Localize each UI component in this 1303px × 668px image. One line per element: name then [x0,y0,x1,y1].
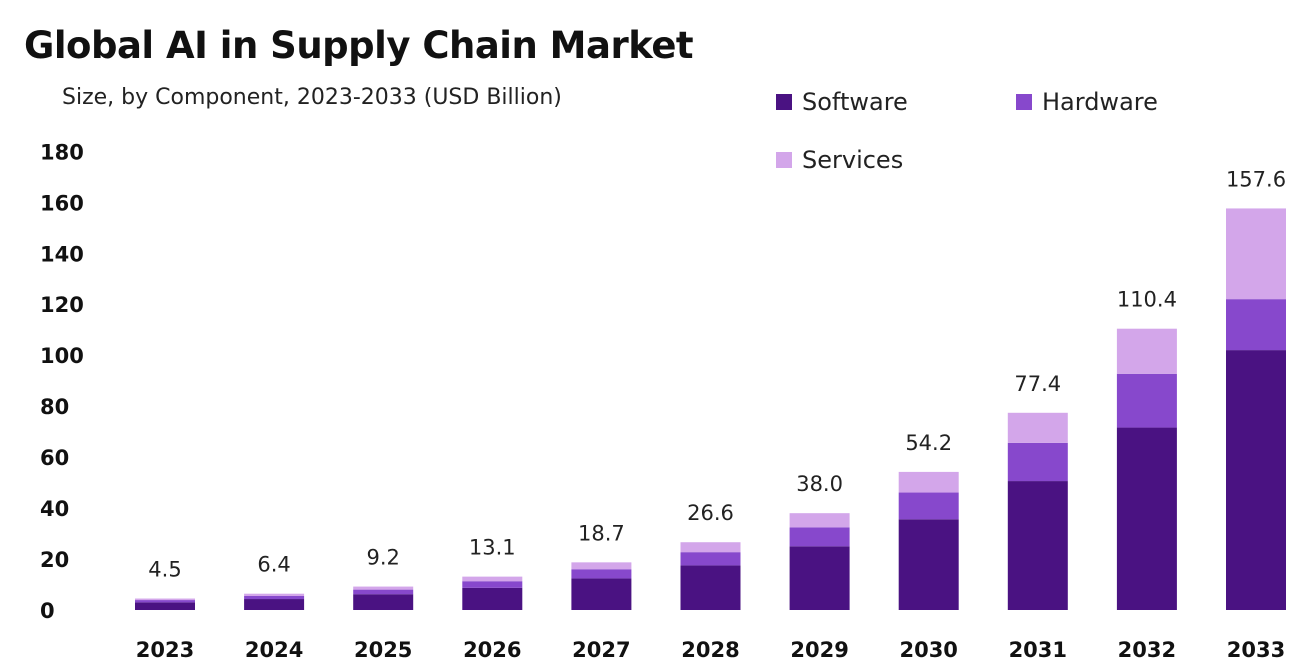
x-tick-label-2032: 2032 [1118,638,1176,662]
legend-label-software: Software [802,88,908,116]
bar-total-label-2024: 6.4 [257,553,290,577]
bar-services-2028 [680,542,741,553]
bar-software-2028 [680,565,741,610]
bar-hardware-2030 [898,492,959,520]
bar-software-2030 [898,519,959,610]
bar-total-label-2027: 18.7 [578,521,625,545]
x-tick-label-2025: 2025 [354,638,412,662]
bar-software-2029 [789,546,850,610]
y-tick-label-100: 100 [40,344,84,368]
legend-label-hardware: Hardware [1042,88,1158,116]
bar-total-label-2032: 110.4 [1117,288,1177,312]
chart-title: Global AI in Supply Chain Market [24,24,694,67]
bar-total-label-2030: 54.2 [905,431,952,455]
bar-hardware-2027 [571,569,632,579]
bar-services-2025 [353,586,414,590]
legend-swatch-services [776,152,792,168]
bar-total-label-2028: 26.6 [687,501,734,525]
legend-swatch-hardware [1016,94,1032,110]
bar-services-2027 [571,562,632,570]
y-tick-label-160: 160 [40,191,84,215]
bar-services-2024 [244,593,305,596]
y-tick-label-40: 40 [40,497,69,521]
bar-total-label-2026: 13.1 [469,536,516,560]
y-tick-label-120: 120 [40,293,84,317]
y-tick-label-140: 140 [40,242,84,266]
y-tick-label-80: 80 [40,395,69,419]
bar-services-2026 [462,576,523,582]
bar-hardware-2024 [244,595,305,600]
bar-software-2033 [1226,350,1286,610]
bar-services-2029 [789,513,850,528]
x-tick-label-2027: 2027 [572,638,630,662]
x-tick-label-2030: 2030 [899,638,957,662]
legend-item-software: Software [776,88,908,116]
bar-total-label-2029: 38.0 [796,472,843,496]
bar-hardware-2026 [462,581,523,588]
x-tick-label-2026: 2026 [463,638,521,662]
x-tick-label-2024: 2024 [245,638,303,662]
y-tick-label-180: 180 [40,140,84,164]
legend-item-services: Services [776,146,903,174]
legend-swatch-software [776,94,792,110]
x-tick-label-2029: 2029 [790,638,848,662]
bar-total-label-2033: 157.6 [1226,167,1286,191]
bar-hardware-2029 [789,527,850,547]
x-tick-label-2031: 2031 [1009,638,1067,662]
bar-services-2031 [1007,412,1068,443]
bar-hardware-2031 [1007,442,1068,482]
bar-software-2026 [462,587,523,610]
chart-subtitle: Size, by Component, 2023-2033 (USD Billi… [62,85,562,110]
bar-total-label-2031: 77.4 [1014,372,1061,396]
bar-hardware-2028 [680,552,741,566]
y-tick-label-20: 20 [40,548,69,572]
bar-software-2024 [244,599,305,610]
legend-label-services: Services [802,146,904,174]
bar-software-2032 [1116,427,1177,610]
y-tick-label-60: 60 [40,446,69,470]
legend-item-hardware: Hardware [1016,88,1158,116]
bar-hardware-2032 [1116,373,1177,428]
bar-software-2025 [353,594,414,610]
bar-services-2032 [1116,328,1177,374]
bar-hardware-2025 [353,589,414,595]
x-tick-label-2023: 2023 [136,638,194,662]
x-tick-label-2028: 2028 [681,638,739,662]
bar-services-2023 [135,598,195,601]
bar-services-2033 [1226,208,1286,300]
bar-services-2030 [898,471,959,493]
bar-hardware-2023 [135,600,195,603]
bar-total-label-2025: 9.2 [366,546,399,570]
y-tick-label-0: 0 [40,599,55,623]
x-tick-label-2033: 2033 [1227,638,1285,662]
bar-total-label-2023: 4.5 [148,558,181,582]
bar-hardware-2033 [1226,299,1286,351]
bar-software-2027 [571,578,632,610]
bar-software-2031 [1007,481,1068,610]
bar-software-2023 [135,602,195,610]
